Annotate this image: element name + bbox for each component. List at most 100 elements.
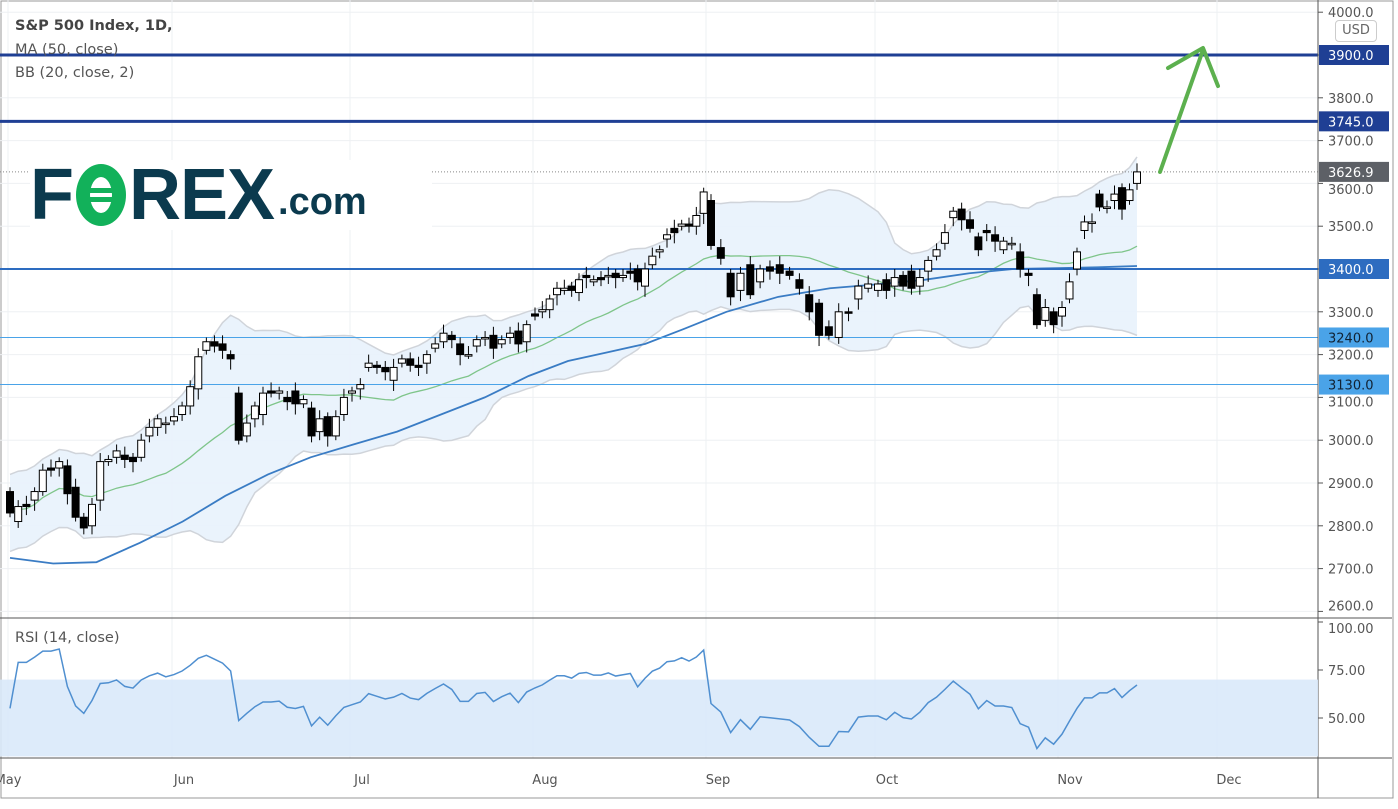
candle [670,227,679,234]
candle [315,418,324,433]
candle [506,332,515,338]
candle [145,426,154,437]
candle [982,229,991,234]
candle [267,390,276,394]
x-tick-label: Nov [1057,773,1083,788]
candle [348,390,356,394]
candle [1007,242,1016,246]
candle [1125,189,1134,202]
candle [966,219,974,229]
candle [456,343,465,356]
candle [815,302,824,336]
x-tick-label: Dec [1216,773,1241,788]
candle [874,283,882,291]
candle [560,287,569,291]
candle [582,274,591,279]
candle [707,200,715,246]
candle [178,405,187,416]
candle [1024,272,1033,276]
candle [250,405,259,420]
level-price-badge [1319,327,1389,348]
candle [372,364,381,368]
candle [522,324,531,343]
level-price-badge [1319,111,1389,132]
y-tick-label: 3500.0 [1328,220,1374,235]
candle [1103,206,1111,209]
candle [218,343,227,351]
candle [899,274,908,287]
y-tick-label: 3800.0 [1328,92,1374,107]
y-tick-label: 3200.0 [1328,349,1374,364]
ma-legend: MA (50, close) [15,42,119,58]
forex-logo: F REX .com [30,155,432,235]
candle [597,277,605,281]
candle [447,334,456,341]
level-price-badge [1319,374,1389,395]
candle [299,399,308,405]
candle [991,234,1000,242]
current-price-badge [1319,161,1389,182]
candle [431,343,440,349]
currency-button[interactable]: USD [1335,20,1377,42]
candle [1080,221,1089,231]
candle [1110,193,1119,202]
candle [974,236,983,251]
candle [604,274,613,278]
rsi-legend: RSI (14, close) [15,630,120,646]
y-tick-label: 3300.0 [1328,306,1374,321]
candle [153,418,162,428]
logo-coin-icon [75,164,126,226]
y-tick-label: 2600.0 [1328,599,1374,614]
candle [170,416,178,422]
rsi-tick-label: 50.00 [1328,712,1365,727]
candle [553,287,561,296]
candle [677,223,686,227]
candle [422,354,431,364]
x-tick-label: Jun [173,773,194,788]
candle [291,390,300,405]
bollinger-basis-line [9,245,1138,514]
candle [210,341,219,347]
candle [1032,294,1041,326]
candle [283,396,292,403]
candle [932,249,941,257]
green-arrow-annotation [1158,46,1220,174]
candle [1065,281,1074,300]
candle [726,272,735,298]
candle [907,270,916,289]
candle [161,422,170,426]
level-price-badge [1319,259,1389,279]
logo-suffix: .com [278,180,367,223]
candle [575,279,583,294]
candle [259,392,267,416]
candle [882,279,891,291]
candle [1049,311,1058,326]
candle [497,339,506,345]
candle [129,456,137,463]
candle [890,277,899,287]
candle [1016,251,1025,270]
y-tick-label: 2900.0 [1328,477,1374,492]
candle [611,272,620,279]
candle [397,358,406,364]
candle [775,264,784,274]
candle [864,283,873,289]
candle [785,270,794,276]
candle [414,364,423,368]
candle [406,358,415,366]
candle [202,341,211,351]
logo-text-right: REX [128,155,275,235]
candle [323,416,332,437]
rsi-band [0,679,1318,757]
level-price-label: 3130.0 [1328,379,1374,394]
candle [538,309,547,313]
candle [514,330,523,345]
candle [1133,171,1141,184]
candle [47,467,55,471]
ma50-line [9,265,1138,565]
candle [648,255,657,266]
candle [545,298,554,311]
candle [756,268,765,283]
candle [22,503,31,508]
